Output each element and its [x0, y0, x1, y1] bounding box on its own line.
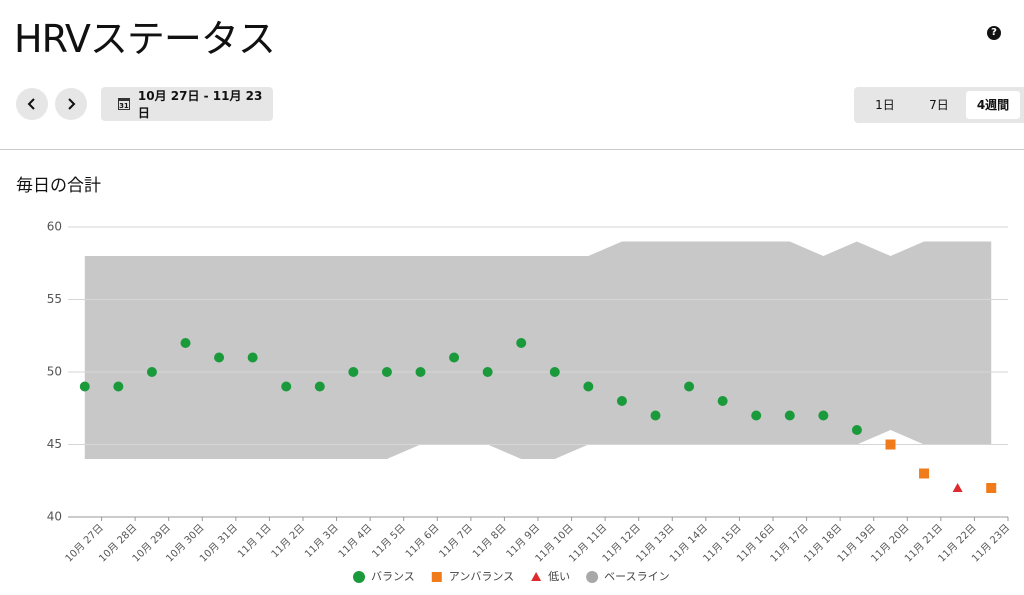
- help-icon[interactable]: ?: [987, 26, 1001, 40]
- data-point: [247, 352, 258, 363]
- y-tick-label: 55: [47, 292, 62, 306]
- legend-label: 低い: [548, 570, 570, 583]
- data-point: [281, 381, 292, 392]
- data-point: [113, 381, 124, 392]
- x-tick-label: 11月 3日: [302, 522, 340, 560]
- x-tick-label: 11月 5日: [370, 522, 408, 560]
- legend-label: ベースライン: [604, 570, 669, 583]
- data-point: [146, 367, 157, 377]
- data-point: [415, 367, 426, 377]
- date-range: 10月 27日 - 11月 23日: [137, 89, 263, 120]
- data-point: [986, 483, 997, 493]
- data-point: [449, 352, 460, 363]
- x-tick-label: 11月 2日: [269, 522, 307, 560]
- data-point: [381, 367, 392, 377]
- data-point: [952, 483, 963, 492]
- data-point: [79, 381, 90, 392]
- data-point: [751, 410, 762, 421]
- legend-label: アンバランス: [449, 570, 514, 583]
- next-icon: [68, 98, 76, 110]
- y-tick-label: 60: [47, 220, 62, 234]
- page-title: HRVステータス: [14, 17, 276, 61]
- data-point: [516, 338, 527, 348]
- x-tick-label: 11月 4日: [336, 522, 374, 560]
- data-point: [482, 367, 493, 377]
- data-point: [314, 381, 325, 392]
- tab[interactable]: 1日: [875, 98, 895, 112]
- data-point: [885, 439, 896, 450]
- data-point: [851, 425, 862, 435]
- data-point: [818, 410, 829, 421]
- y-tick-label: 45: [47, 437, 62, 451]
- next-button[interactable]: [55, 88, 87, 120]
- data-point: [214, 352, 225, 363]
- calendar-icon: 31: [118, 98, 130, 110]
- legend-marker: [431, 572, 442, 582]
- date-picker[interactable]: 31 10月 27日 - 11月 23日: [101, 87, 273, 121]
- section-title: 毎日の合計: [16, 176, 101, 196]
- data-point: [348, 367, 359, 377]
- legend-marker: [586, 571, 599, 583]
- tab-group: 1日 7日 4週間: [854, 87, 1024, 123]
- data-point: [180, 338, 191, 348]
- data-point: [717, 396, 728, 406]
- data-point: [784, 410, 795, 421]
- legend-marker: [353, 571, 365, 583]
- data-point: [583, 381, 594, 392]
- tab[interactable]: 7日: [929, 98, 949, 112]
- prev-button[interactable]: [16, 88, 48, 120]
- y-tick-label: 40: [47, 510, 62, 524]
- tab[interactable]: 4週間: [966, 91, 1020, 119]
- data-point: [919, 468, 930, 479]
- legend-label: バランス: [371, 570, 415, 583]
- prev-icon: [27, 98, 35, 110]
- y-tick-label: 50: [47, 365, 62, 379]
- data-point: [684, 381, 695, 392]
- legend-marker: [531, 572, 542, 581]
- divider: [0, 149, 1024, 150]
- baseline-band: [84, 241, 992, 459]
- x-tick-label: 11月 8日: [470, 522, 508, 560]
- x-tick-label: 11月 7日: [437, 522, 475, 560]
- data-point: [650, 410, 661, 421]
- data-point: [549, 367, 560, 377]
- data-point: [616, 396, 627, 406]
- x-tick-label: 11月 6日: [403, 522, 441, 560]
- x-tick-label: 11月 1日: [235, 522, 273, 560]
